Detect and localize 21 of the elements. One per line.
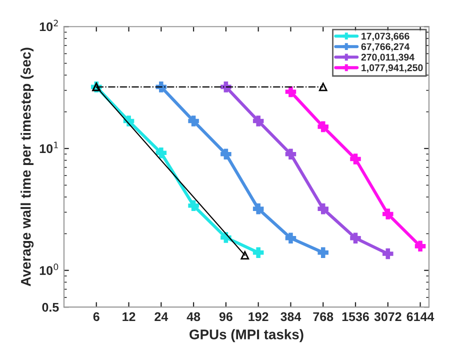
x-tick-label: 6 <box>93 312 100 322</box>
x-tick-label: 384 <box>280 312 302 322</box>
y-tick-label: 10$^{2}$ <box>40 20 58 32</box>
legend-label: 1,077,941,250 <box>362 64 423 73</box>
y-tick-label: 10$^{1}$ <box>40 142 58 154</box>
x-tick-label: 24 <box>154 312 168 321</box>
x-tick-label: 96 <box>219 312 232 322</box>
x-axis-title: GPUs (MPI tasks) <box>190 329 304 342</box>
x-tick-label: 6144 <box>406 312 434 322</box>
legend-label: 270,011,394 <box>361 54 414 62</box>
y-tick-label: 10$^{0}$ <box>40 264 58 275</box>
x-tick-label: 48 <box>186 312 200 322</box>
x-tick-label: 12 <box>122 312 136 321</box>
x-tick-label: 3072 <box>374 312 402 322</box>
y-axis-title: Average wall time per timestep (sec) <box>20 48 34 286</box>
x-tick-label: 1536 <box>342 312 369 322</box>
legend-label: 17,073,666 <box>362 32 410 42</box>
legend-label: 67,766,274 <box>361 43 410 52</box>
x-tick-label: 192 <box>248 312 268 322</box>
y-tick-label: 0.5 <box>42 302 59 312</box>
x-tick-label: 768 <box>313 312 334 322</box>
